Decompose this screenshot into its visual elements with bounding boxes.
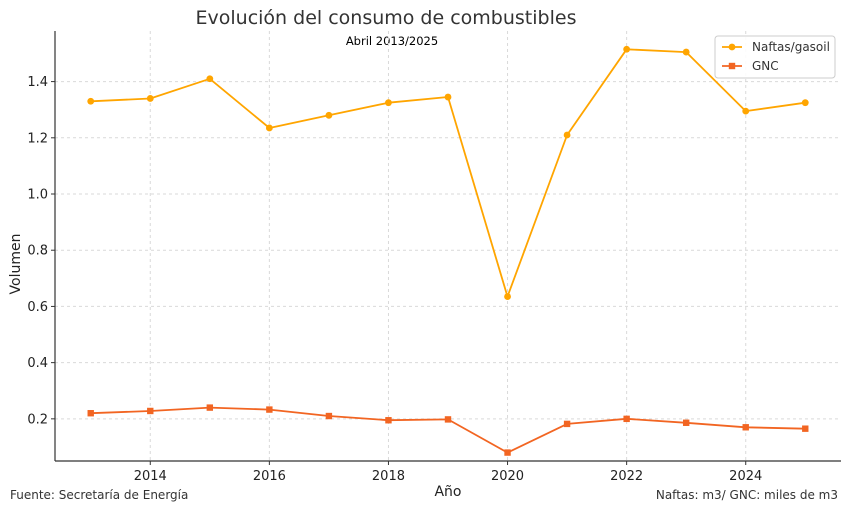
chart-subtitle: Abril 2013/2025 [346, 34, 438, 48]
data-point-naftas-gasoil [206, 75, 214, 83]
chart-title: Evolución del consumo de combustibles [196, 7, 577, 29]
data-point-gnc [802, 425, 809, 432]
data-point-naftas-gasoil [146, 95, 154, 102]
data-point-naftas-gasoil [325, 111, 333, 119]
data-point-naftas-gasoil [742, 107, 750, 115]
data-point-naftas-gasoil [504, 293, 511, 300]
series-line-naftas-gasoil [90, 48, 806, 298]
data-point-naftas-gasoil [801, 99, 809, 107]
series-naftas-gasoil [87, 45, 809, 300]
data-point-gnc [147, 407, 154, 415]
data-point-naftas-gasoil [444, 93, 452, 101]
legend-label: Naftas/gasoil [752, 40, 830, 54]
y-tick-label: 1.0 [27, 188, 48, 203]
y-tick-label: 0.4 [27, 356, 48, 371]
data-point-naftas-gasoil [623, 45, 631, 53]
data-point-gnc [504, 449, 511, 456]
data-point-gnc [87, 410, 94, 417]
axes [54, 31, 841, 462]
footer-source: Fuente: Secretaría de Energía [10, 488, 188, 502]
footer-units: Naftas: m3/ GNC: miles de m3 [656, 488, 838, 502]
legend-marker [728, 62, 736, 70]
series-gnc [87, 404, 809, 456]
data-point-naftas-gasoil [265, 124, 273, 132]
y-axis-label: Volumen [8, 234, 24, 295]
data-point-naftas-gasoil [682, 48, 690, 56]
data-point-gnc [325, 412, 333, 420]
y-tick-label: 0.8 [27, 244, 48, 259]
x-axis-ticks: 2014 2016 2018 2020 2022 2024 [134, 461, 762, 484]
data-point-naftas-gasoil [563, 131, 571, 139]
x-tick-label: 2018 [372, 469, 405, 484]
legend-label: GNC [752, 59, 779, 73]
series-layer [87, 45, 809, 456]
x-tick-label: 2024 [729, 469, 762, 484]
x-axis-label: Año [434, 484, 461, 500]
x-tick-label: 2020 [491, 469, 524, 484]
y-tick-label: 0.6 [27, 300, 48, 315]
x-tick-label: 2022 [610, 469, 643, 484]
legend: Naftas/gasoil GNC [714, 35, 836, 79]
grid-lines [55, 31, 841, 461]
series-line-gnc [90, 406, 806, 454]
data-point-gnc [385, 417, 392, 424]
data-point-gnc [206, 404, 214, 411]
x-tick-label: 2014 [134, 469, 167, 484]
y-tick-label: 1.4 [27, 75, 48, 90]
x-tick-label: 2016 [253, 469, 286, 484]
data-point-naftas-gasoil [385, 99, 392, 107]
data-point-gnc [563, 420, 571, 428]
data-point-gnc [623, 415, 630, 423]
data-point-naftas-gasoil [87, 97, 95, 105]
data-point-gnc [444, 416, 452, 423]
legend-frame [714, 35, 836, 79]
y-axis-ticks: 0.2 0.4 0.6 0.8 1.0 1.2 1.4 [27, 75, 55, 427]
legend-marker [728, 43, 736, 51]
legend-item-gnc: GNC [722, 59, 779, 73]
legend-item-naftas-gasoil: Naftas/gasoil [722, 40, 830, 54]
data-point-gnc [266, 406, 273, 413]
y-tick-label: 0.2 [27, 412, 48, 427]
y-tick-label: 1.2 [27, 131, 48, 146]
data-point-gnc [682, 419, 690, 426]
data-point-gnc [742, 424, 749, 431]
